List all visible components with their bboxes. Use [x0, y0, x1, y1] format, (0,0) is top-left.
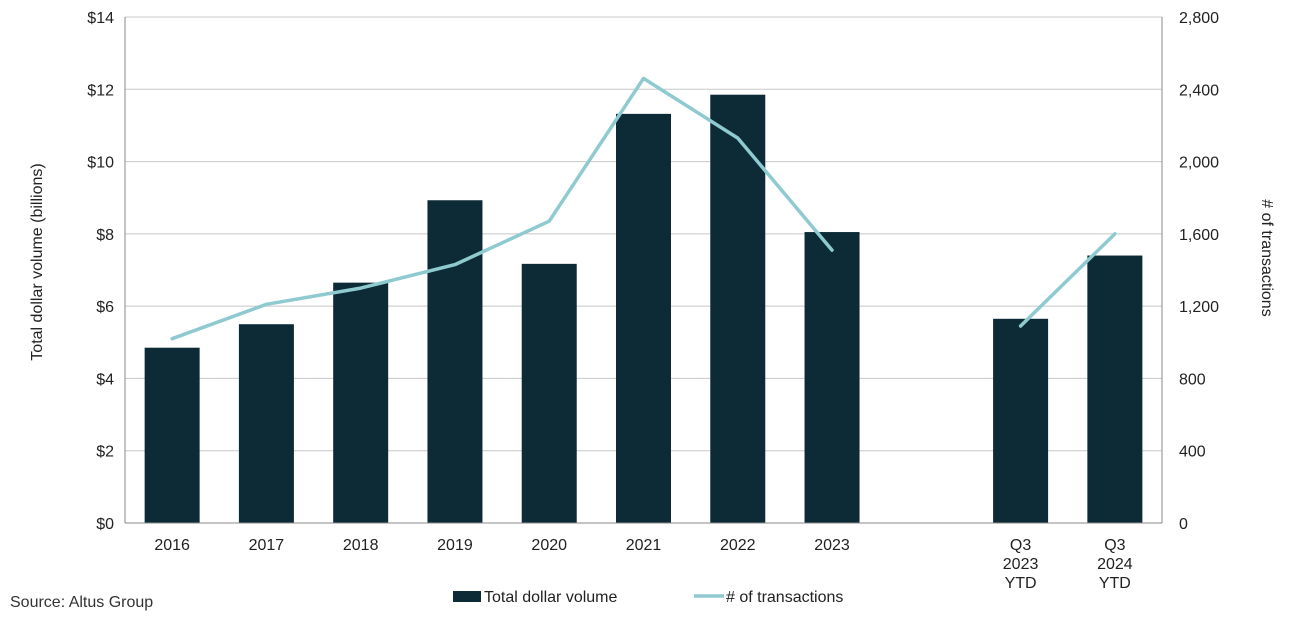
- bar: [144, 347, 200, 523]
- legend: Total dollar volume # of transactions: [453, 589, 843, 606]
- right-tick-label: 400: [1179, 444, 1206, 461]
- legend-label-line: # of transactions: [726, 589, 843, 606]
- x-tick-label: 2017: [249, 537, 285, 554]
- x-tick-label: 2022: [720, 537, 756, 554]
- left-axis-title: Total dollar volume (billions): [29, 163, 46, 360]
- right-tick-labels: 0 400 800 1,200 1,600 2,000 2,400 2,800: [1179, 10, 1219, 533]
- right-tick-label: 0: [1179, 516, 1188, 533]
- right-tick-label: 1,600: [1179, 227, 1219, 244]
- left-tick-label: $14: [87, 10, 114, 27]
- bar: [616, 113, 671, 523]
- right-axis-title: # of transactions: [1258, 199, 1275, 316]
- left-tick-label: $4: [96, 371, 114, 388]
- x-tick-label: 2018: [343, 537, 379, 554]
- source-note: Source: Altus Group: [10, 594, 154, 611]
- x-tick-label: 2023: [814, 537, 850, 554]
- bar: [427, 200, 483, 523]
- left-tick-label: $12: [87, 82, 114, 99]
- left-tick-label: $10: [87, 155, 114, 172]
- left-tick-label: $8: [96, 227, 114, 244]
- left-tick-label: $6: [96, 299, 114, 316]
- right-tick-label: 2,800: [1179, 10, 1219, 27]
- bar: [804, 232, 860, 524]
- transactions-line: [1018, 232, 1117, 328]
- legend-label-bar: Total dollar volume: [484, 589, 618, 606]
- transactions-line: [170, 76, 834, 341]
- x-tick-labels: 2016 2017 2018 2019 2020 2021 2022 2023 Q3 2023 YT…: [154, 537, 1132, 592]
- line-series: [170, 76, 1117, 341]
- right-tick-label: 800: [1179, 371, 1206, 388]
- bar: [1087, 255, 1143, 524]
- left-tick-label: $0: [96, 516, 114, 533]
- bar: [238, 324, 294, 523]
- bar: [521, 263, 577, 523]
- x-tick-label: 2020: [531, 537, 567, 554]
- bar: [333, 282, 389, 523]
- bar-series: [144, 94, 1143, 524]
- x-tick-label: 2016: [154, 537, 190, 554]
- x-tick-label: 2019: [437, 537, 473, 554]
- bar: [993, 318, 1049, 523]
- x-tick-label: Q3 2024 YTD: [1097, 537, 1133, 592]
- right-tick-label: 2,000: [1179, 155, 1219, 172]
- legend-swatch-bar: [453, 591, 481, 602]
- x-tick-label: Q3 2023 YTD: [1003, 537, 1039, 592]
- bar: [710, 94, 766, 523]
- right-tick-label: 2,400: [1179, 82, 1219, 99]
- left-tick-label: $2: [96, 444, 114, 461]
- x-tick-label: 2021: [626, 537, 662, 554]
- axes: [124, 17, 1163, 524]
- right-tick-label: 1,200: [1179, 299, 1219, 316]
- left-tick-labels: $0 $2 $4 $6 $8 $10 $12 $14: [87, 10, 114, 533]
